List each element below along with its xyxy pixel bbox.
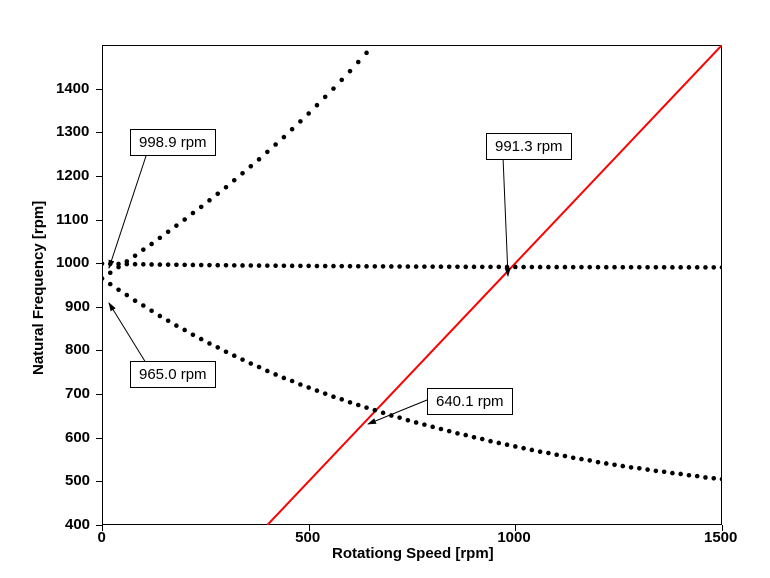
x-tick-label: 500 — [295, 529, 320, 546]
y-tick-label: 1000 — [56, 254, 89, 271]
y-tick-label: 600 — [65, 429, 90, 446]
y-tick-label: 1300 — [56, 123, 89, 140]
y-tick-label: 1100 — [56, 211, 89, 228]
y-tick-label: 1400 — [56, 80, 89, 97]
campbell-diagram: Natural Frequency [rpm] Rotationg Speed … — [0, 0, 770, 578]
annotation-a2: 965.0 rpm — [130, 361, 216, 388]
y-tick-label: 1200 — [56, 167, 89, 184]
annotation-a4: 640.1 rpm — [427, 388, 513, 415]
x-tick-label: 0 — [98, 529, 106, 546]
y-tick-label: 400 — [65, 516, 90, 533]
plot-area — [102, 45, 722, 525]
x-tick-label: 1500 — [704, 529, 737, 546]
y-axis-label: Natural Frequency [rpm] — [30, 201, 47, 375]
y-tick-label: 700 — [65, 385, 90, 402]
y-tick-label: 800 — [65, 341, 90, 358]
y-tick-label: 900 — [65, 298, 90, 315]
x-axis-label: Rotationg Speed [rpm] — [332, 545, 494, 562]
annotation-a3: 991.3 rpm — [486, 133, 572, 160]
y-tick-label: 500 — [65, 472, 90, 489]
x-tick-label: 1000 — [497, 529, 530, 546]
annotation-a1: 998.9 rpm — [130, 129, 216, 156]
